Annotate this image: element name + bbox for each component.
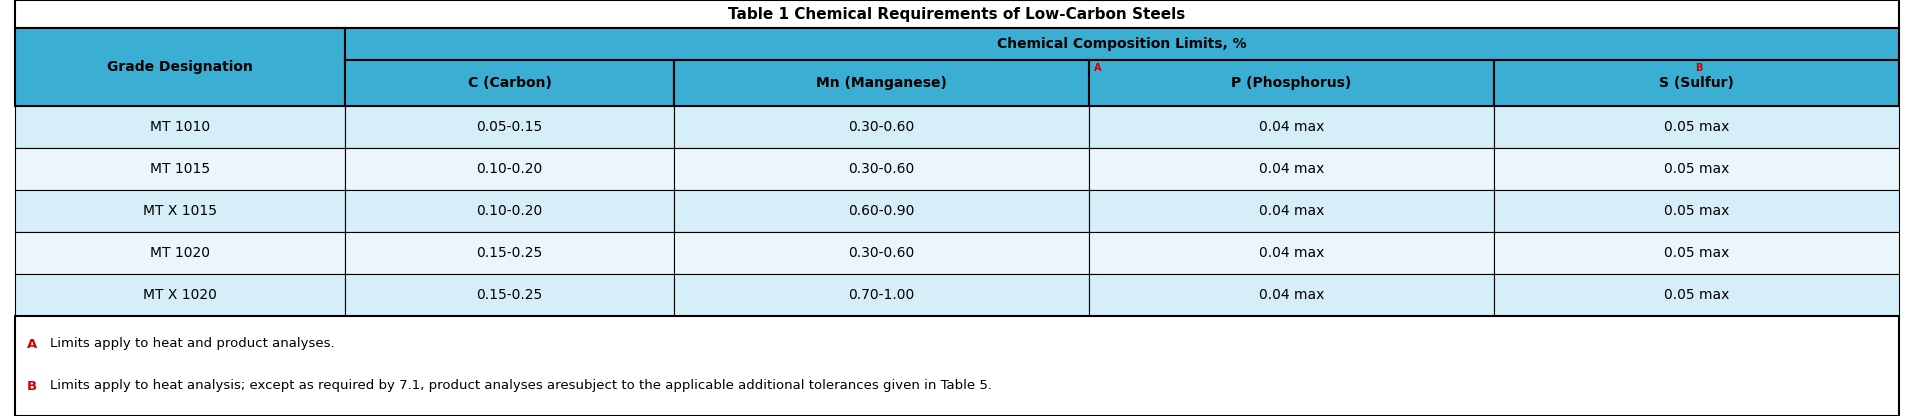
Text: 0.05 max: 0.05 max (1663, 288, 1728, 302)
Bar (15, 316, 1899, 416)
Text: 0.04 max: 0.04 max (1259, 120, 1324, 134)
Text: MT 1015: MT 1015 (149, 162, 211, 176)
Bar (1493, 232, 1899, 274)
Bar (1089, 232, 1493, 274)
Text: MT 1020: MT 1020 (149, 246, 211, 260)
Bar (345, 60, 674, 106)
Text: 0.05-0.15: 0.05-0.15 (477, 120, 544, 134)
Bar (15, 0, 1899, 28)
Bar (15, 148, 345, 190)
Bar (1493, 106, 1899, 148)
Text: B: B (27, 379, 36, 393)
Text: Table 1 Chemical Requirements of Low-Carbon Steels: Table 1 Chemical Requirements of Low-Car… (729, 7, 1185, 22)
Bar (345, 232, 674, 274)
Bar (1493, 148, 1899, 190)
Text: 0.05 max: 0.05 max (1663, 204, 1728, 218)
Text: MT 1010: MT 1010 (149, 120, 211, 134)
Bar (1493, 190, 1899, 232)
Text: 0.04 max: 0.04 max (1259, 162, 1324, 176)
Bar (15, 232, 345, 274)
Bar (674, 274, 1089, 316)
Text: S (Sulfur): S (Sulfur) (1659, 76, 1734, 90)
Text: P (Phosphorus): P (Phosphorus) (1231, 76, 1351, 90)
Bar (345, 28, 1899, 60)
Text: Mn (Manganese): Mn (Manganese) (815, 76, 947, 90)
Bar (345, 106, 674, 148)
Text: 0.15-0.25: 0.15-0.25 (477, 246, 544, 260)
Text: Grade Designation: Grade Designation (107, 60, 253, 74)
Text: Limits apply to heat and product analyses.: Limits apply to heat and product analyse… (50, 337, 335, 351)
Bar (1089, 274, 1493, 316)
Bar (345, 274, 674, 316)
Text: 0.04 max: 0.04 max (1259, 246, 1324, 260)
Text: 0.10-0.20: 0.10-0.20 (477, 162, 544, 176)
Text: MT X 1020: MT X 1020 (144, 288, 216, 302)
Text: B: B (1696, 63, 1702, 73)
Bar (1089, 106, 1493, 148)
Text: 0.30-0.60: 0.30-0.60 (848, 246, 915, 260)
Text: A: A (1093, 63, 1101, 73)
Bar (674, 60, 1089, 106)
Bar (1089, 60, 1493, 106)
Bar (674, 148, 1089, 190)
Bar (345, 148, 674, 190)
Text: 0.30-0.60: 0.30-0.60 (848, 162, 915, 176)
Text: 0.10-0.20: 0.10-0.20 (477, 204, 544, 218)
Text: 0.05 max: 0.05 max (1663, 246, 1728, 260)
Text: 0.30-0.60: 0.30-0.60 (848, 120, 915, 134)
Bar (15, 28, 345, 106)
Bar (1089, 190, 1493, 232)
Text: 0.05 max: 0.05 max (1663, 162, 1728, 176)
Bar (674, 106, 1089, 148)
Text: MT X 1015: MT X 1015 (144, 204, 216, 218)
Bar (674, 190, 1089, 232)
Text: 0.04 max: 0.04 max (1259, 288, 1324, 302)
Text: C (Carbon): C (Carbon) (467, 76, 551, 90)
Bar (1089, 148, 1493, 190)
Bar (15, 190, 345, 232)
Bar (1493, 60, 1899, 106)
Text: Chemical Composition Limits, %: Chemical Composition Limits, % (997, 37, 1246, 51)
Text: Limits apply to heat analysis; except as required by 7.1, product analyses aresu: Limits apply to heat analysis; except as… (50, 379, 991, 393)
Bar (15, 106, 345, 148)
Bar (674, 232, 1089, 274)
Text: 0.05 max: 0.05 max (1663, 120, 1728, 134)
Text: 0.15-0.25: 0.15-0.25 (477, 288, 544, 302)
Text: 0.70-1.00: 0.70-1.00 (848, 288, 915, 302)
Text: A: A (27, 337, 36, 351)
Bar (345, 190, 674, 232)
Bar (1493, 274, 1899, 316)
Text: 0.04 max: 0.04 max (1259, 204, 1324, 218)
Bar (15, 274, 345, 316)
Text: 0.60-0.90: 0.60-0.90 (848, 204, 915, 218)
